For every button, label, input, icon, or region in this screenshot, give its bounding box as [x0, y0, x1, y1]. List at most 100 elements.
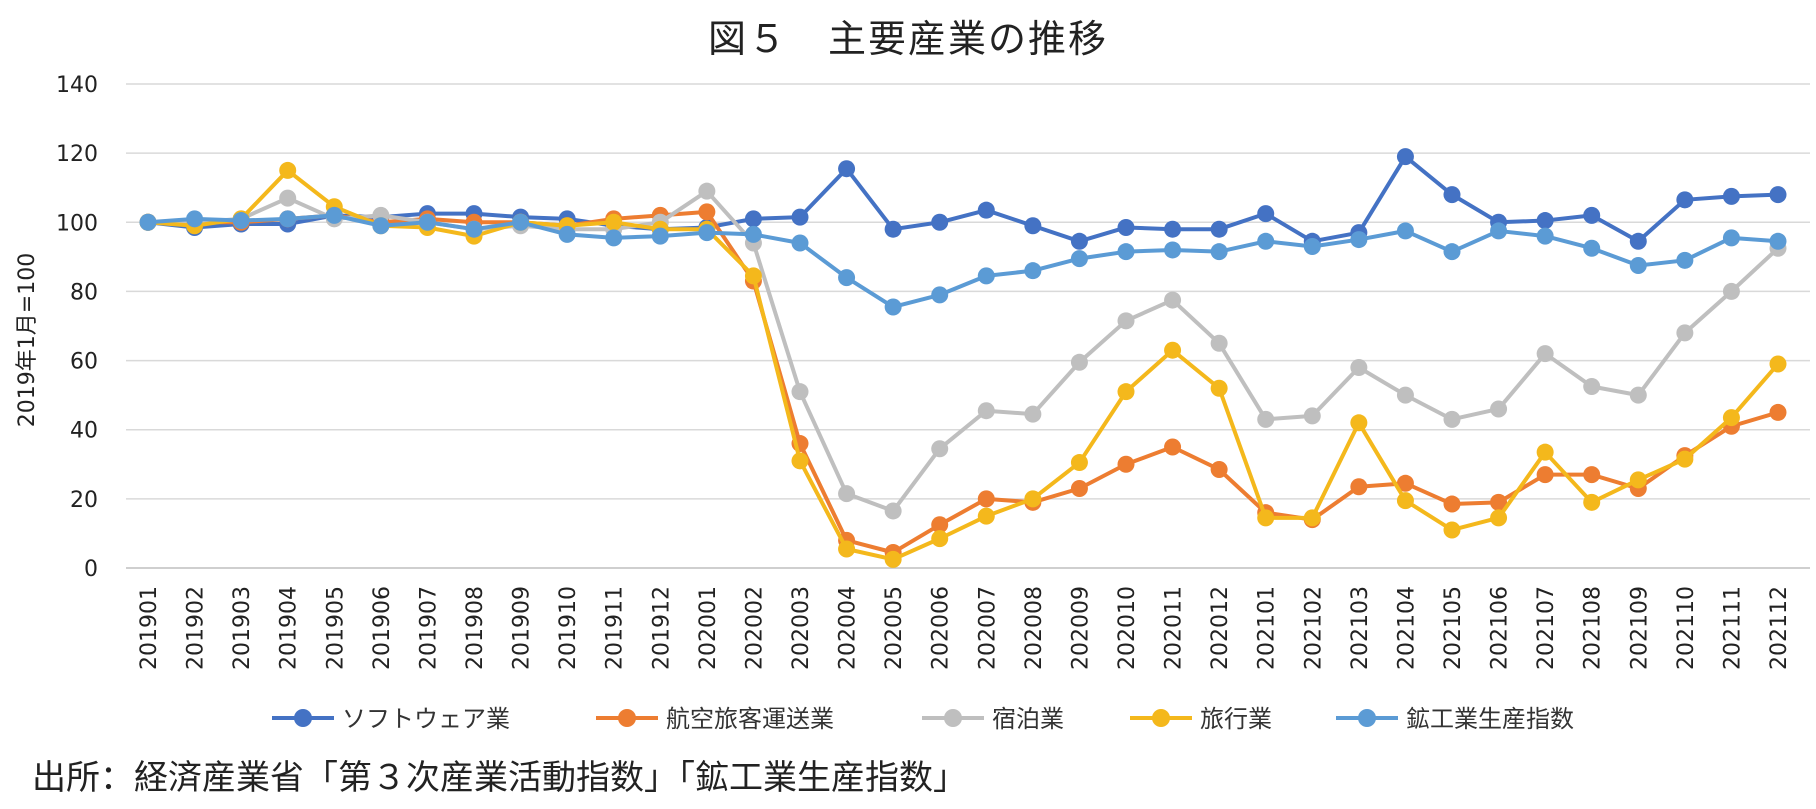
- data-point: [1536, 227, 1554, 245]
- data-point: [605, 213, 623, 231]
- data-point: [884, 550, 902, 568]
- source-note: 出所：経済産業省「第３次産業活動指数」「鉱工業生産指数」: [32, 758, 967, 798]
- series-line: [147, 213, 1779, 309]
- legend-label: 航空旅客運送業: [666, 705, 834, 733]
- x-tick-label: 201901: [137, 586, 162, 670]
- data-point: [1303, 237, 1321, 255]
- data-point: [977, 267, 995, 285]
- series-1: [139, 203, 1787, 561]
- legend: ソフトウェア業 航空旅客運送業 宿泊業 旅行業 鉱工業生産指数: [272, 705, 1574, 733]
- data-point: [931, 286, 949, 304]
- data-point: [139, 213, 157, 231]
- data-point: [1443, 410, 1461, 428]
- data-point: [1164, 438, 1182, 456]
- data-point: [1443, 521, 1461, 539]
- legend-swatch-marker: [1152, 709, 1170, 727]
- x-tick-label: 202007: [975, 586, 1000, 670]
- x-tick-label: 202005: [882, 586, 907, 670]
- x-tick-label: 202109: [1627, 586, 1652, 670]
- data-point: [1117, 383, 1135, 401]
- y-tick-label: 20: [70, 488, 98, 513]
- chart-title: 図５ 主要産業の推移: [707, 17, 1108, 61]
- data-point: [1396, 492, 1414, 510]
- data-point: [1676, 191, 1694, 209]
- data-point: [1769, 355, 1787, 373]
- data-point: [1676, 450, 1694, 468]
- data-point: [1350, 414, 1368, 432]
- data-point: [1070, 250, 1088, 268]
- x-tick-label: 202112: [1767, 586, 1792, 670]
- legend-swatch-marker: [1358, 709, 1376, 727]
- data-point: [1490, 493, 1508, 511]
- data-point: [279, 210, 297, 228]
- data-point: [1583, 378, 1601, 395]
- data-point: [931, 213, 949, 231]
- y-axis-label: 2019年1月=100: [15, 253, 40, 427]
- data-point: [698, 224, 716, 242]
- data-point: [465, 220, 483, 238]
- data-point: [279, 189, 297, 207]
- data-point: [1536, 466, 1554, 484]
- data-point: [651, 227, 669, 245]
- data-point: [1583, 206, 1601, 224]
- data-point: [1536, 212, 1554, 230]
- data-point: [1722, 409, 1740, 427]
- data-point: [1303, 407, 1321, 425]
- y-tick-label: 100: [56, 211, 98, 236]
- data-point: [418, 213, 436, 231]
- data-point: [1350, 231, 1368, 249]
- data-point: [1490, 400, 1508, 418]
- data-point: [186, 210, 204, 228]
- x-tick-label: 201911: [603, 586, 628, 670]
- data-point: [931, 440, 949, 458]
- data-point: [279, 161, 297, 179]
- y-tick-label: 0: [84, 557, 98, 582]
- data-point: [1722, 229, 1740, 247]
- data-point: [838, 269, 856, 287]
- data-point: [1210, 460, 1228, 478]
- legend-item: ソフトウェア業: [272, 705, 510, 733]
- data-point: [884, 220, 902, 238]
- data-point: [791, 452, 809, 470]
- data-point: [698, 203, 716, 221]
- data-point: [1350, 358, 1368, 376]
- x-tick-label: 202009: [1068, 586, 1093, 670]
- x-tick-label: 202012: [1208, 586, 1233, 670]
- data-point: [791, 234, 809, 252]
- x-tick-label: 201903: [230, 586, 255, 670]
- data-point: [1210, 243, 1228, 261]
- data-point: [325, 206, 343, 224]
- x-tick-label: 202102: [1301, 586, 1326, 670]
- y-tick-label: 60: [70, 350, 98, 375]
- data-point: [1490, 509, 1508, 527]
- data-point: [1164, 241, 1182, 259]
- data-point: [1024, 490, 1042, 508]
- x-tick-label: 202011: [1162, 586, 1187, 670]
- legend-swatch-marker: [294, 709, 312, 727]
- legend-item: 航空旅客運送業: [596, 705, 834, 733]
- data-point: [1722, 187, 1740, 205]
- x-tick-label: 201912: [649, 586, 674, 670]
- legend-label: 宿泊業: [992, 705, 1064, 733]
- data-point: [1164, 220, 1182, 238]
- data-point: [1396, 474, 1414, 492]
- data-point: [698, 182, 716, 200]
- legend-label: 旅行業: [1200, 705, 1272, 733]
- series-line: [148, 209, 1779, 555]
- x-tick-label: 202002: [742, 586, 767, 670]
- legend-label: ソフトウェア業: [342, 705, 510, 733]
- data-point: [1257, 410, 1275, 428]
- data-point: [1583, 466, 1601, 484]
- axes: 0 20 40 60 80 100 120 140 201901 201902 201903 2019…: [56, 73, 1792, 670]
- x-tick-label: 202103: [1348, 586, 1373, 670]
- series-line: [147, 154, 1779, 244]
- x-tick-label: 202110: [1674, 586, 1699, 670]
- gridlines: [126, 83, 1810, 569]
- x-tick-label: 202108: [1581, 586, 1606, 670]
- data-point: [977, 201, 995, 219]
- data-point: [1443, 243, 1461, 261]
- data-point: [1070, 454, 1088, 472]
- data-point: [1443, 495, 1461, 513]
- data-point: [372, 217, 390, 235]
- data-point: [1210, 379, 1228, 397]
